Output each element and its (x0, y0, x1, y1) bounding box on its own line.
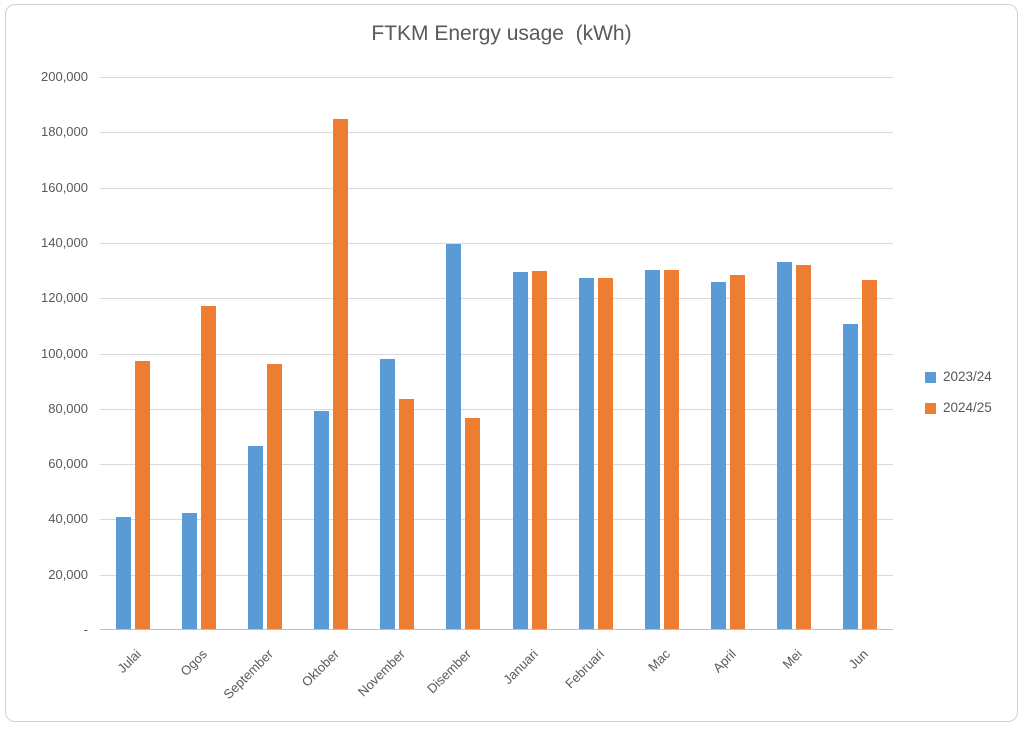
bar-2024-25 (201, 305, 217, 629)
legend-swatch-2024-25 (925, 402, 936, 414)
gridline (100, 298, 893, 300)
y-axis-tick-label: - (83, 622, 88, 637)
x-axis-line (100, 629, 893, 630)
gridline (100, 242, 893, 244)
gridline (100, 408, 893, 410)
y-axis-tick-label: 60,000 (48, 456, 88, 472)
y-axis-tick-label: 100,000 (41, 345, 88, 361)
bar-2024-25 (795, 265, 811, 629)
y-axis-tick-label: 140,000 (41, 234, 88, 250)
legend: 2023/24 2024/25 (925, 369, 992, 431)
legend-item-2024-25: 2024/25 (925, 400, 992, 416)
bar-2024-25 (267, 364, 283, 629)
gridline (100, 132, 893, 134)
y-axis-tick-label: 20,000 (48, 566, 88, 582)
legend-label-2024-25: 2024/25 (943, 400, 992, 415)
bar-2024-25 (663, 270, 679, 629)
bar-2023-24 (710, 281, 726, 629)
y-axis-tick-label: 80,000 (48, 400, 88, 416)
y-axis-tick-label: 180,000 (41, 124, 88, 140)
y-axis: - 20,000 40,000 60,000 80,000 100,000 120,000 1… (0, 0, 88, 731)
legend-label-2023-24: 2023/24 (943, 369, 992, 384)
bar-2024-25 (135, 361, 151, 629)
bar-2023-24 (578, 278, 594, 629)
legend-swatch-2023-24 (925, 371, 936, 383)
bar-2023-24 (380, 358, 396, 629)
bar-2023-24 (446, 243, 462, 629)
bar-2024-25 (531, 271, 547, 629)
bar-2023-24 (248, 445, 264, 629)
y-axis-tick-label: 160,000 (41, 179, 88, 195)
legend-item-2023-24: 2023/24 (925, 369, 992, 385)
gridline (100, 464, 893, 466)
bar-2023-24 (314, 410, 330, 629)
chart-border (5, 4, 1018, 722)
bar-2024-25 (861, 279, 877, 629)
bar-2024-25 (597, 278, 613, 629)
y-axis-tick-label: 120,000 (41, 290, 88, 306)
bar-2024-25 (333, 119, 349, 629)
gridline (100, 574, 893, 576)
gridline (100, 353, 893, 355)
bar-2023-24 (116, 517, 132, 629)
bar-2024-25 (465, 418, 481, 629)
gridline (100, 519, 893, 521)
y-axis-tick-label: 200,000 (41, 69, 88, 84)
bar-2023-24 (512, 271, 528, 629)
bar-2023-24 (182, 512, 198, 629)
y-axis-tick-label: 40,000 (48, 511, 88, 527)
bar-2023-24 (842, 324, 858, 629)
bar-2024-25 (399, 398, 415, 629)
chart-title: FTKM Energy usage (kWh) (371, 22, 632, 45)
gridline (100, 77, 893, 78)
bar-2024-25 (729, 275, 745, 629)
bar-2023-24 (644, 270, 660, 629)
bar-2023-24 (776, 262, 792, 629)
gridline (100, 187, 893, 189)
plot-area: Julai Ogos September Oktober November Disembe… (100, 77, 893, 702)
